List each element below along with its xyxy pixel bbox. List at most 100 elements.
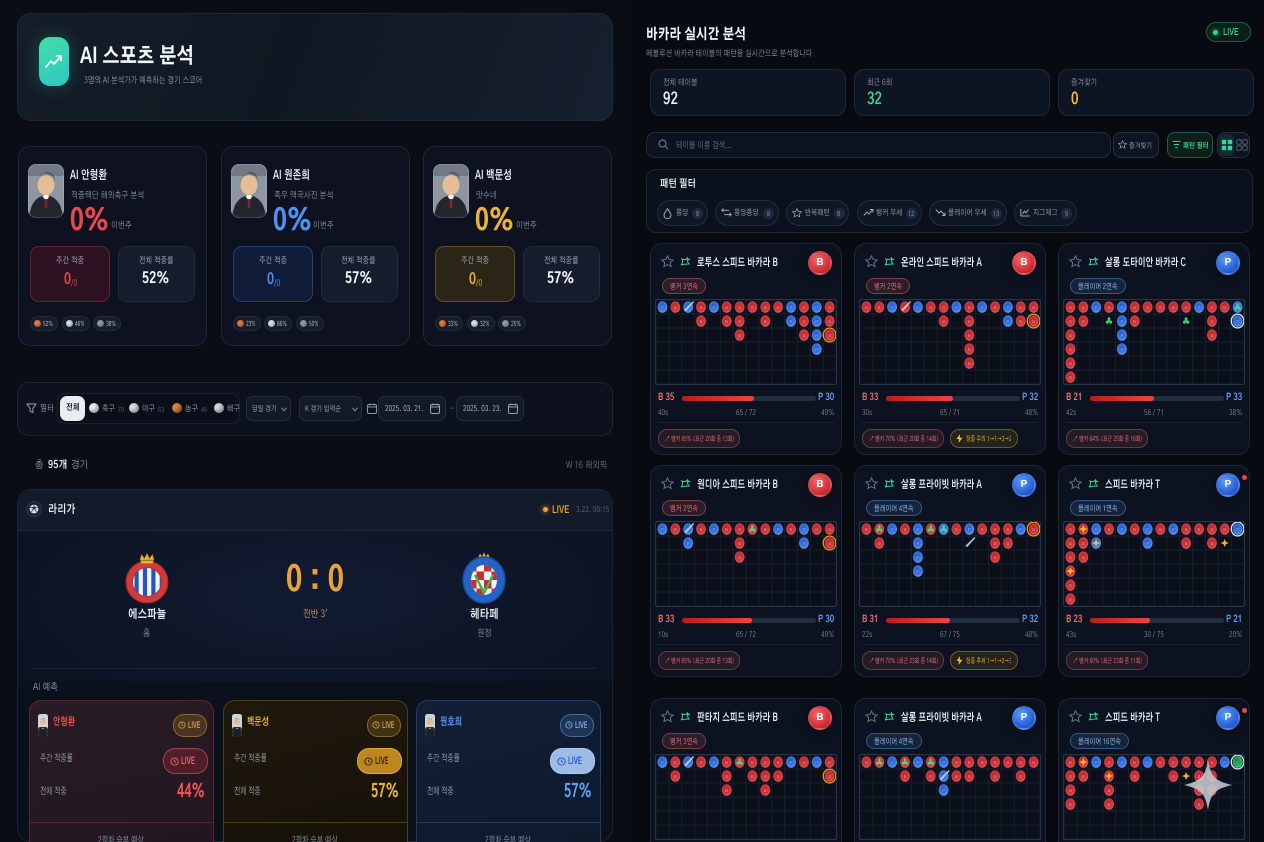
svg-text:B: B: [828, 305, 831, 310]
svg-text:B: B: [981, 527, 984, 532]
svg-text:B: B: [1032, 760, 1035, 765]
svg-text:P: P: [1019, 527, 1022, 532]
svg-text:B: B: [777, 774, 780, 779]
svg-text:B: B: [1159, 527, 1162, 532]
svg-text:B: B: [1069, 774, 1072, 779]
svg-text:P: P: [661, 305, 664, 310]
svg-text:B: B: [764, 305, 767, 310]
svg-text:P: P: [815, 760, 818, 765]
svg-text:B: B: [968, 347, 971, 352]
svg-text:B: B: [1198, 527, 1201, 532]
svg-text:B: B: [1133, 760, 1136, 765]
svg-text:P: P: [1236, 527, 1239, 532]
svg-text:B: B: [738, 305, 741, 310]
svg-text:P: P: [790, 760, 793, 765]
svg-text:B: B: [955, 527, 958, 532]
svg-text:B: B: [1069, 527, 1072, 532]
svg-text:B: B: [1007, 527, 1010, 532]
svg-text:B: B: [1032, 527, 1035, 532]
svg-text:P: P: [955, 305, 958, 310]
svg-text:B: B: [878, 305, 881, 310]
svg-text:P: P: [1095, 305, 1098, 310]
svg-text:P: P: [981, 305, 984, 310]
svg-text:P: P: [917, 541, 920, 546]
svg-text:P: P: [1121, 347, 1124, 352]
svg-text:B: B: [1069, 375, 1072, 380]
svg-text:B: B: [815, 527, 818, 532]
svg-text:P: P: [1236, 319, 1239, 324]
svg-text:B: B: [1108, 760, 1111, 765]
svg-text:B: B: [942, 319, 945, 324]
svg-text:B: B: [764, 788, 767, 793]
svg-text:B: B: [674, 305, 677, 310]
svg-text:B: B: [725, 788, 728, 793]
svg-text:B: B: [1069, 760, 1072, 765]
svg-text:B: B: [1185, 527, 1188, 532]
svg-text:B: B: [865, 305, 868, 310]
svg-text:P: P: [790, 305, 793, 310]
svg-text:P: P: [815, 333, 818, 338]
svg-text:B: B: [1069, 802, 1072, 807]
svg-text:B: B: [725, 760, 728, 765]
svg-text:B: B: [803, 760, 806, 765]
svg-text:B: B: [1133, 305, 1136, 310]
svg-text:B: B: [1069, 305, 1072, 310]
svg-text:B: B: [1082, 319, 1085, 324]
svg-text:B: B: [1069, 361, 1072, 366]
svg-text:P: P: [1095, 760, 1098, 765]
svg-text:P: P: [790, 319, 793, 324]
svg-text:P: P: [1146, 760, 1149, 765]
svg-text:B: B: [803, 333, 806, 338]
svg-text:B: B: [803, 305, 806, 310]
svg-text:B: B: [955, 774, 958, 779]
svg-text:P: P: [713, 305, 716, 310]
svg-text:P: P: [917, 305, 920, 310]
svg-text:B: B: [1198, 760, 1201, 765]
svg-text:B: B: [1069, 788, 1072, 793]
svg-text:B: B: [994, 541, 997, 546]
svg-text:B: B: [777, 305, 780, 310]
svg-text:B: B: [968, 774, 971, 779]
svg-text:B: B: [1108, 527, 1111, 532]
svg-text:B: B: [1069, 555, 1072, 560]
svg-text:B: B: [1185, 305, 1188, 310]
svg-text:P: P: [777, 527, 780, 532]
svg-text:B: B: [738, 527, 741, 532]
svg-text:P: P: [891, 760, 894, 765]
svg-text:B: B: [994, 527, 997, 532]
svg-text:P: P: [1121, 760, 1124, 765]
svg-text:P: P: [1172, 527, 1175, 532]
svg-text:B: B: [725, 305, 728, 310]
svg-text:B: B: [828, 760, 831, 765]
svg-text:B: B: [1108, 788, 1111, 793]
svg-text:B: B: [764, 319, 767, 324]
svg-text:P: P: [1121, 319, 1124, 324]
svg-text:B: B: [1133, 774, 1136, 779]
svg-text:P: P: [1007, 305, 1010, 310]
svg-text:B: B: [1146, 305, 1149, 310]
svg-text:B: B: [674, 527, 677, 532]
svg-text:B: B: [725, 527, 728, 532]
svg-text:B: B: [994, 305, 997, 310]
svg-text:P: P: [917, 760, 920, 765]
svg-text:P: P: [815, 305, 818, 310]
svg-text:B: B: [700, 527, 703, 532]
svg-text:B: B: [1007, 541, 1010, 546]
svg-text:P: P: [917, 527, 920, 532]
svg-text:B: B: [929, 305, 932, 310]
svg-text:B: B: [1019, 305, 1022, 310]
svg-text:B: B: [1069, 319, 1072, 324]
svg-text:B: B: [929, 774, 932, 779]
svg-text:B: B: [865, 527, 868, 532]
svg-text:B: B: [828, 541, 831, 546]
svg-text:B: B: [764, 527, 767, 532]
svg-text:B: B: [865, 760, 868, 765]
svg-text:B: B: [968, 305, 971, 310]
svg-text:P: P: [661, 527, 664, 532]
svg-text:B: B: [968, 361, 971, 366]
svg-text:B: B: [828, 527, 831, 532]
svg-text:P: P: [1121, 333, 1124, 338]
svg-text:B: B: [1211, 333, 1214, 338]
svg-text:P: P: [1146, 541, 1149, 546]
svg-text:P: P: [1198, 305, 1201, 310]
